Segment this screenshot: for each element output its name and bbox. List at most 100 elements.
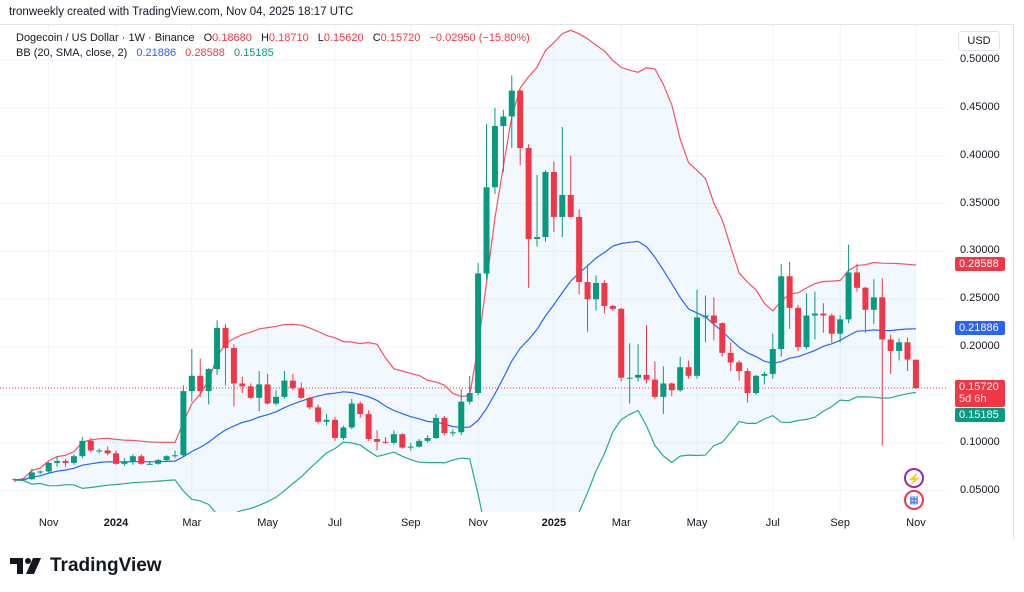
price-axis-label: 0.20000 [960,340,1000,353]
candle [694,289,701,379]
time-axis-label: May [257,517,278,529]
candle [54,456,61,467]
candle [820,303,827,333]
us-flag-icon[interactable]: ▦ [904,490,924,510]
candle-body [365,414,372,439]
high-label: H [260,32,269,44]
time-axis-label: Nov [38,517,59,529]
candle-body [407,446,414,448]
candle-body [247,386,254,398]
tradingview-logo[interactable]: TradingView [10,555,162,577]
candle-body [525,148,532,239]
candle [45,461,52,474]
basis-tag: 0.21886 [955,321,1005,335]
candle-body [331,419,338,439]
candle [180,385,187,457]
candle [862,286,869,333]
bb-basis-line [14,240,916,481]
candle-body [348,403,355,428]
time-axis-label: Nov [906,517,926,529]
candle [736,360,743,381]
candle-body [163,456,170,461]
candle-body [702,315,709,318]
currency-button[interactable]: USD [958,31,1000,51]
candle [837,315,844,343]
candle-body [550,171,557,217]
candle-body [390,434,397,443]
candle-body [736,362,743,372]
candle-body [694,317,701,376]
candle [79,437,86,459]
tradingview-logo-icon [10,558,41,574]
candle-body [795,307,802,348]
price-axis-label: 0.25000 [960,292,1000,305]
logo-text: TradingView [50,555,162,576]
candle [660,366,667,415]
candle [854,263,860,292]
candle [407,442,414,451]
bb-title[interactable]: BB (20, SMA, close, 2) [16,47,128,59]
candle [685,360,692,379]
candle [752,374,759,395]
candle [534,174,541,247]
bb-upper-value: 0.28588 [185,47,225,59]
chart-credit: tronweekly created with TradingView.com,… [9,6,354,18]
candle [475,262,482,395]
bar-countdown: 5d 6h [959,393,987,405]
candle [719,322,726,357]
candle-body [837,319,844,334]
candle-body [222,327,229,349]
candle-body [382,441,389,443]
candle-body [592,282,599,300]
open-label: O [203,32,213,44]
candle [550,161,557,233]
candle-body [677,367,684,391]
candle [744,368,751,403]
candle [618,307,625,382]
candle [811,291,818,340]
candle-body [45,462,52,472]
low-value: 0.15620 [323,32,364,44]
candle [306,396,313,410]
candle [121,458,128,466]
candle-body [340,427,347,439]
candle-body [264,384,271,404]
time-axis-label: 2025 [541,517,567,529]
candle [214,320,221,375]
candle-body [214,327,221,370]
candle [668,382,675,396]
candle [104,446,111,456]
candle-body [113,453,120,464]
candle-body [121,461,128,464]
last-price-value: 0.15720 [959,381,999,393]
low-label: L [317,32,324,44]
candle-body [188,375,195,392]
candle-body [289,380,296,389]
candle [845,244,852,324]
candle-body [752,375,759,394]
candle-body [761,373,768,376]
candle-body [458,401,465,433]
candle-body [62,460,69,463]
candle [87,438,94,453]
candle [702,295,709,343]
candle [778,263,785,357]
candle [609,304,616,311]
candle-body [79,440,86,457]
time-axis-label: Jul [327,517,342,529]
candle-body [559,194,566,217]
candle-body [239,383,246,387]
price-axis-label: 0.40000 [960,148,1000,161]
candle [188,349,195,402]
candle-body [845,272,852,320]
symbol-title[interactable]: Dogecoin / US Dollar · 1W · Binance [16,32,195,44]
candle-body [449,432,456,434]
candle-body [424,438,431,441]
change-value: −0.02950 (−15.80%) [429,32,530,44]
lower-band-tag: 0.15185 [955,408,1005,422]
candle [96,448,103,454]
lightning-icon[interactable]: ⚡ [904,468,924,488]
price-axis-label: 0.45000 [960,100,1000,113]
candle-body [887,339,894,351]
